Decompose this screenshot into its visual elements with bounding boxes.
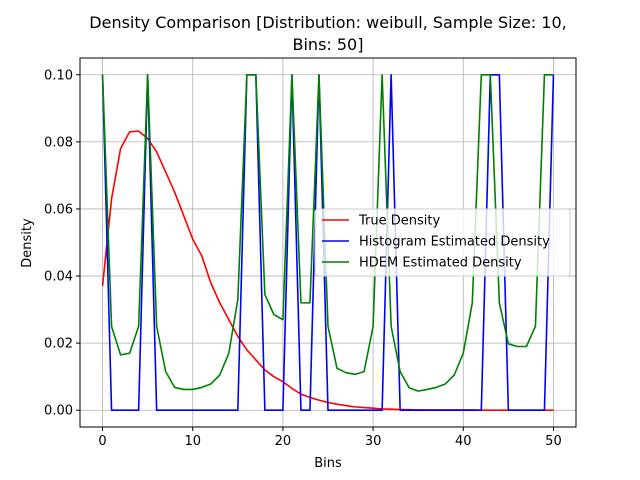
x-tick-label: 50 (545, 434, 562, 449)
series-line-histogram-density (101, 73, 555, 412)
chart-title-line2: Bins: 50] (293, 35, 364, 54)
y-tick-label: 0.08 (44, 135, 73, 150)
legend-label-histogram-density: Histogram Estimated Density (359, 235, 550, 250)
y-tick-label: 0.06 (44, 202, 73, 217)
y-tick-label: 0.02 (44, 337, 73, 352)
chart-title-line1: Density Comparison [Distribution: weibul… (89, 13, 566, 32)
x-tick-label: 20 (275, 434, 292, 449)
legend-label-true-density: True Density (358, 214, 440, 229)
x-tick-label: 30 (365, 434, 382, 449)
legend: True Density Histogram Estimated Density H… (314, 208, 571, 277)
x-axis-ticks: 0 10 20 30 40 50 (98, 427, 562, 449)
legend-label-hdem-density: HDEM Estimated Density (359, 256, 522, 271)
x-tick-label: 0 (98, 434, 106, 449)
series-layer (101, 73, 555, 412)
y-axis-ticks: 0.00 0.02 0.04 0.06 0.08 0.10 (44, 68, 80, 419)
y-tick-label: 0.04 (44, 270, 73, 285)
x-axis-label: Bins (314, 456, 342, 471)
y-axis-label: Density (20, 218, 35, 268)
y-tick-label: 0.00 (44, 404, 73, 419)
legend-box (314, 208, 571, 277)
series-line-hdem-density (101, 73, 554, 392)
plot-frame (79, 57, 577, 428)
x-tick-label: 40 (455, 434, 472, 449)
x-tick-label: 10 (184, 434, 201, 449)
y-tick-label: 0.10 (44, 68, 73, 83)
